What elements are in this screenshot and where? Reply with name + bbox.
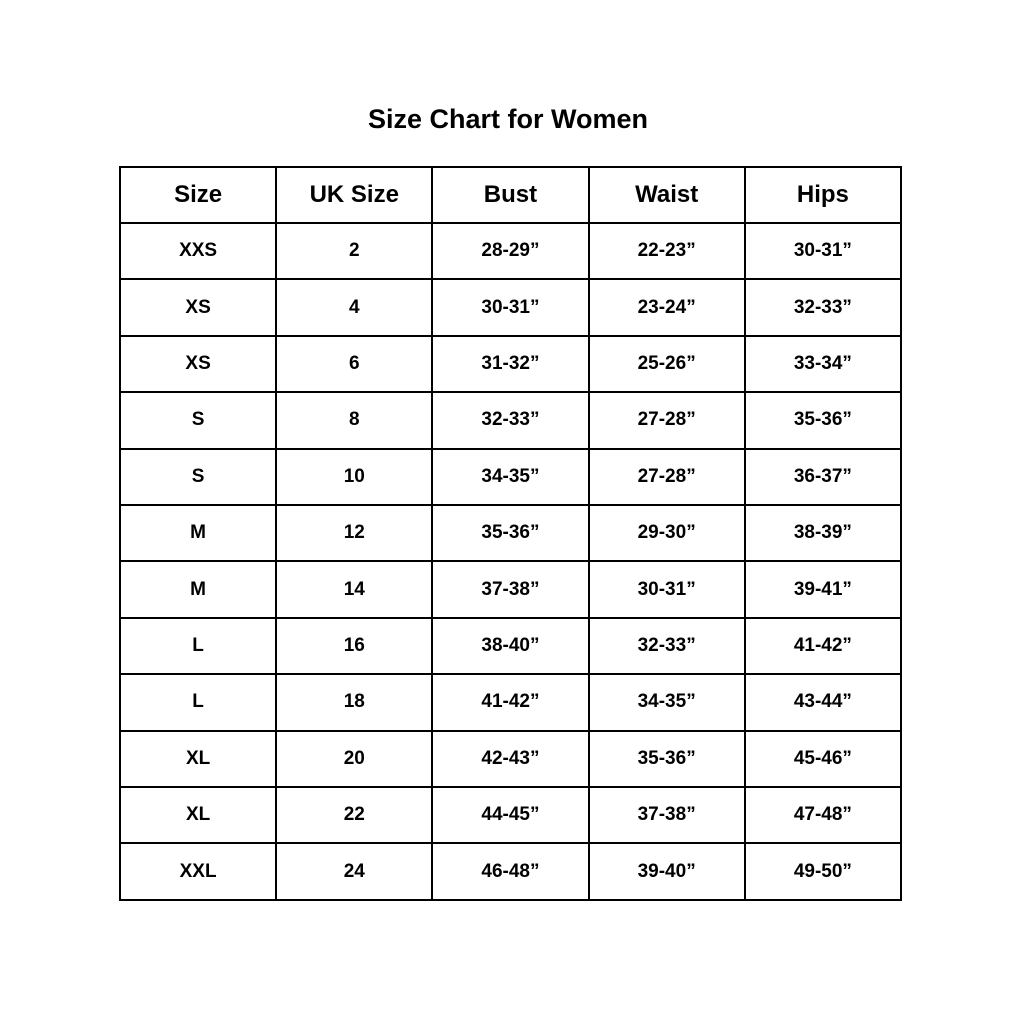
table-cell: 39-41” bbox=[743, 560, 903, 619]
table-cell: 37-38” bbox=[431, 560, 590, 619]
table-row: M 14 37-38” 30-31” 39-41” bbox=[118, 560, 903, 619]
table-cell: 32-33” bbox=[743, 278, 903, 337]
table-cell: XXS bbox=[118, 221, 278, 281]
table-row: S 10 34-35” 27-28” 36-37” bbox=[118, 447, 903, 507]
table-cell: 34-35” bbox=[431, 447, 590, 507]
table-header-row: Size UK Size Bust Waist Hips bbox=[118, 166, 903, 224]
table-cell: 37-38” bbox=[587, 786, 746, 845]
table-cell: 32-33” bbox=[431, 391, 590, 450]
table-cell: 20 bbox=[275, 729, 434, 789]
size-chart-table: Size UK Size Bust Waist Hips XXS 2 28-29” 22-23… bbox=[118, 166, 903, 901]
column-header: Bust bbox=[431, 166, 590, 224]
table-cell: 6 bbox=[275, 334, 434, 394]
table-cell: 38-39” bbox=[743, 504, 903, 563]
table-cell: 24 bbox=[275, 842, 434, 901]
table-cell: S bbox=[118, 391, 278, 450]
table-row: XL 22 44-45” 37-38” 47-48” bbox=[118, 786, 903, 845]
table-cell: S bbox=[118, 447, 278, 507]
table-row: XS 6 31-32” 25-26” 33-34” bbox=[118, 334, 903, 394]
table-cell: 30-31” bbox=[587, 560, 746, 619]
column-header: UK Size bbox=[275, 166, 434, 224]
table-cell: 30-31” bbox=[743, 221, 903, 281]
table-cell: 49-50” bbox=[743, 842, 903, 901]
table-row: S 8 32-33” 27-28” 35-36” bbox=[118, 391, 903, 450]
table-cell: 41-42” bbox=[431, 673, 590, 732]
table-cell: 35-36” bbox=[743, 391, 903, 450]
table-row: L 16 38-40” 32-33” 41-42” bbox=[118, 616, 903, 676]
table-cell: 41-42” bbox=[743, 616, 903, 676]
column-header: Hips bbox=[743, 166, 903, 224]
table-cell: XS bbox=[118, 278, 278, 337]
table-cell: XL bbox=[118, 786, 278, 845]
table-cell: 22 bbox=[275, 786, 434, 845]
table-row: XS 4 30-31” 23-24” 32-33” bbox=[118, 278, 903, 337]
table-row: XXS 2 28-29” 22-23” 30-31” bbox=[118, 221, 903, 281]
table-cell: 8 bbox=[275, 391, 434, 450]
table-cell: 14 bbox=[275, 560, 434, 619]
table-cell: L bbox=[118, 616, 278, 676]
table-cell: 38-40” bbox=[431, 616, 590, 676]
table-cell: XXL bbox=[118, 842, 278, 901]
column-header: Waist bbox=[587, 166, 746, 224]
table-cell: 42-43” bbox=[431, 729, 590, 789]
table-cell: 44-45” bbox=[431, 786, 590, 845]
table-row: L 18 41-42” 34-35” 43-44” bbox=[118, 673, 903, 732]
table-cell: 27-28” bbox=[587, 391, 746, 450]
column-header: Size bbox=[118, 166, 278, 224]
table-cell: 35-36” bbox=[587, 729, 746, 789]
table-cell: XS bbox=[118, 334, 278, 394]
table-cell: 30-31” bbox=[431, 278, 590, 337]
table-cell: 28-29” bbox=[431, 221, 590, 281]
table-cell: 2 bbox=[275, 221, 434, 281]
table-cell: 16 bbox=[275, 616, 434, 676]
table-cell: 46-48” bbox=[431, 842, 590, 901]
table-cell: M bbox=[118, 504, 278, 563]
table-cell: 31-32” bbox=[431, 334, 590, 394]
table-cell: 22-23” bbox=[587, 221, 746, 281]
table-body: XXS 2 28-29” 22-23” 30-31” XS 4 30-31” 23-24” 32-… bbox=[118, 221, 903, 901]
table-cell: 32-33” bbox=[587, 616, 746, 676]
table-cell: 10 bbox=[275, 447, 434, 507]
table-cell: 39-40” bbox=[587, 842, 746, 901]
table-cell: 35-36” bbox=[431, 504, 590, 563]
table-cell: 12 bbox=[275, 504, 434, 563]
table-cell: 47-48” bbox=[743, 786, 903, 845]
table-cell: L bbox=[118, 673, 278, 732]
table-cell: 4 bbox=[275, 278, 434, 337]
table-cell: M bbox=[118, 560, 278, 619]
table-cell: 36-37” bbox=[743, 447, 903, 507]
table-cell: 29-30” bbox=[587, 504, 746, 563]
table-cell: 33-34” bbox=[743, 334, 903, 394]
table-cell: 43-44” bbox=[743, 673, 903, 732]
table-cell: 25-26” bbox=[587, 334, 746, 394]
table-cell: 34-35” bbox=[587, 673, 746, 732]
table-cell: XL bbox=[118, 729, 278, 789]
table-cell: 18 bbox=[275, 673, 434, 732]
table-cell: 23-24” bbox=[587, 278, 746, 337]
table-cell: 27-28” bbox=[587, 447, 746, 507]
table-row: XXL 24 46-48” 39-40” 49-50” bbox=[118, 842, 903, 901]
table-cell: 45-46” bbox=[743, 729, 903, 789]
page-title: Size Chart for Women bbox=[367, 104, 649, 134]
table-row: XL 20 42-43” 35-36” 45-46” bbox=[118, 729, 903, 789]
table-row: M 12 35-36” 29-30” 38-39” bbox=[118, 504, 903, 563]
